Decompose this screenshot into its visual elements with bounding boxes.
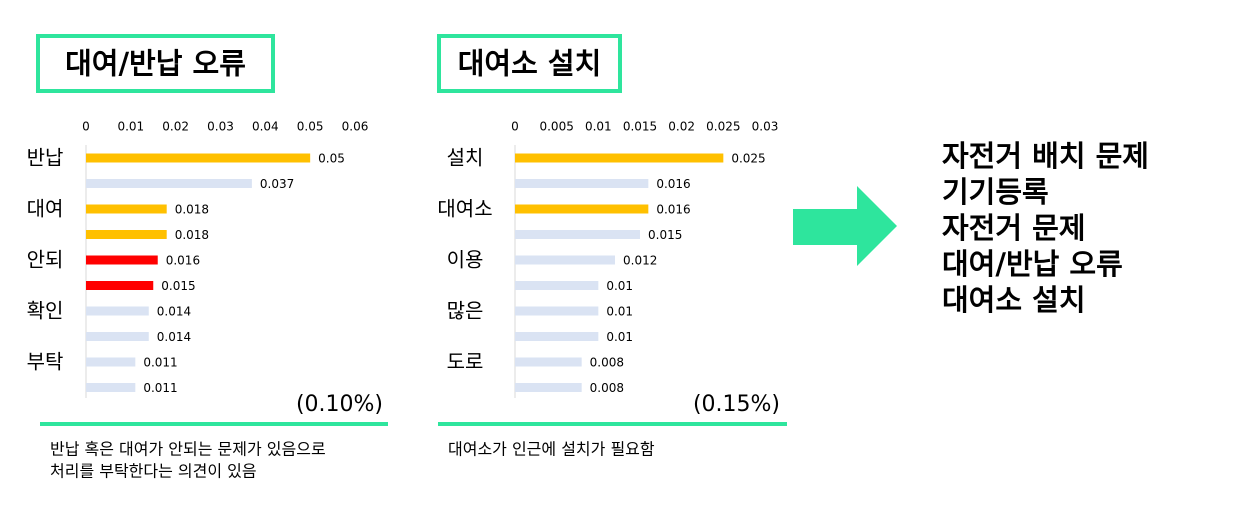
- note: 반납 혹은 대여가 안되는 문제가 있음으로: [50, 440, 326, 459]
- value-label: 0.012: [623, 254, 657, 268]
- x-tick-label: 0.01: [117, 120, 144, 134]
- bar: [86, 255, 158, 265]
- chart-title: 대여/반납 오류: [65, 47, 246, 81]
- x-tick-label: 0.005: [539, 120, 573, 134]
- summary-item: 자전거 문제: [942, 211, 1086, 245]
- bar: [515, 255, 615, 265]
- category-label: 도로: [447, 350, 484, 374]
- category-label: 반납: [27, 146, 64, 170]
- bar: [86, 179, 252, 188]
- value-label: 0.018: [175, 203, 209, 217]
- bar: [515, 357, 582, 367]
- category-label: 이용: [447, 248, 484, 272]
- value-label: 0.016: [656, 203, 690, 217]
- bar: [86, 281, 154, 290]
- bar: [86, 357, 136, 367]
- bar: [515, 281, 599, 290]
- value-label: 0.05: [318, 152, 345, 166]
- bar: [515, 306, 599, 316]
- x-tick-label: 0.05: [297, 120, 324, 134]
- value-label: 0.01: [606, 279, 633, 293]
- x-tick-label: 0.01: [585, 120, 612, 134]
- bar: [86, 230, 167, 239]
- category-label: 설치: [447, 146, 484, 170]
- x-tick-label: 0.03: [207, 120, 234, 134]
- value-label: 0.014: [157, 330, 191, 344]
- bar: [515, 204, 649, 214]
- bar: [515, 383, 582, 392]
- category-label: 확인: [27, 299, 64, 323]
- x-tick-label: 0.015: [623, 120, 657, 134]
- bar: [86, 153, 311, 163]
- value-label: 0.011: [143, 381, 177, 395]
- value-label: 0.025: [731, 152, 765, 166]
- bar: [515, 332, 599, 341]
- x-tick-label: 0.02: [162, 120, 189, 134]
- bar: [86, 383, 136, 392]
- value-label: 0.008: [590, 356, 624, 370]
- note: 처리를 부탁한다는 의견이 있음: [50, 462, 257, 481]
- annotation: (0.15%): [693, 392, 780, 417]
- x-tick-label: 0.04: [252, 120, 279, 134]
- title-box: [437, 34, 622, 93]
- bar: [515, 230, 640, 239]
- bar: [86, 204, 167, 214]
- bar: [515, 153, 724, 163]
- title-box: [36, 34, 275, 93]
- bar: [86, 306, 149, 316]
- note: 대여소가 인근에 설치가 필요함: [448, 440, 655, 459]
- value-label: 0.016: [656, 177, 690, 191]
- summary-item: 기기등록: [942, 175, 1049, 209]
- value-label: 0.01: [606, 305, 633, 319]
- value-label: 0.015: [161, 279, 195, 293]
- arrow: [793, 186, 897, 266]
- value-label: 0.008: [590, 381, 624, 395]
- category-label: 대여: [27, 197, 64, 221]
- x-tick-label: 0: [82, 120, 90, 134]
- chart-title: 대여소 설치: [458, 47, 602, 81]
- value-label: 0.037: [260, 177, 294, 191]
- value-label: 0.01: [606, 330, 633, 344]
- summary-item: 자전거 배치 문제: [942, 139, 1149, 173]
- x-tick-label: 0.06: [342, 120, 369, 134]
- bar: [515, 179, 649, 188]
- summary-item: 대여/반납 오류: [942, 247, 1123, 281]
- category-label: 많은: [447, 299, 484, 323]
- category-label: 부탁: [27, 350, 64, 374]
- x-tick-label: 0: [511, 120, 519, 134]
- bar: [86, 332, 149, 341]
- summary-item: 대여소 설치: [942, 283, 1086, 317]
- x-tick-label: 0.025: [706, 120, 740, 134]
- annotation: (0.10%): [296, 392, 383, 417]
- value-label: 0.011: [143, 356, 177, 370]
- x-tick-label: 0.02: [668, 120, 695, 134]
- category-label: 안되: [27, 248, 64, 272]
- value-label: 0.015: [648, 228, 682, 242]
- value-label: 0.016: [166, 254, 200, 268]
- category-label: 대여소: [437, 197, 492, 221]
- value-label: 0.014: [157, 305, 191, 319]
- x-tick-label: 0.03: [752, 120, 779, 134]
- value-label: 0.018: [175, 228, 209, 242]
